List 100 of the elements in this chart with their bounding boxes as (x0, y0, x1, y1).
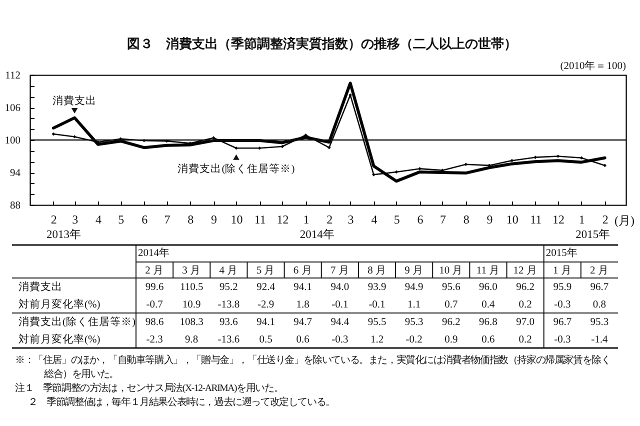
data-label: -0.3 (554, 334, 571, 346)
y-tick-label: 106 (4, 103, 20, 114)
data-label: 94.9 (404, 282, 424, 293)
data-label: 96.2 (442, 316, 460, 328)
text: (2010年＝100) (560, 60, 626, 72)
x-tick-label: 2 (50, 212, 57, 226)
data-label: 92.4 (256, 282, 276, 293)
x-tick-label: 10 月 (439, 264, 464, 276)
x-tick-label: 10 (506, 212, 518, 226)
data-label: -0.1 (332, 299, 348, 310)
x-axis-title: (月) (614, 214, 634, 228)
data-label: 95.5 (368, 316, 386, 328)
text: 2015年 (576, 228, 611, 241)
x-tick-label: 5 (118, 212, 124, 226)
x-tick-label: 5 (394, 212, 400, 226)
y-tick-label: 消費支出(除く住居等※) (18, 314, 136, 328)
data-label: 94.1 (294, 282, 312, 293)
x-tick-label: 4 (95, 212, 102, 226)
x-tick-label: 2 月 (590, 264, 609, 276)
data-label: 98.6 (145, 316, 164, 328)
x-tick-label: 1 (303, 212, 310, 226)
x-tick-label: 4 (371, 212, 378, 226)
data-label: -13.8 (218, 299, 240, 310)
data-label: 110.5 (180, 282, 204, 293)
data-label: 9.8 (185, 334, 198, 346)
x-tick-label: 12 (276, 212, 289, 226)
x-tick-label: 11 月 (476, 264, 500, 276)
data-label: 93.9 (368, 282, 386, 293)
data-label: 1.1 (408, 299, 421, 310)
x-tick-label: 6 (142, 212, 148, 226)
data-label: 0.7 (444, 299, 458, 310)
data-label: 0.8 (592, 299, 606, 310)
data-label: 96.7 (590, 282, 609, 293)
data-label: 96.8 (479, 316, 498, 328)
data-label: 94.4 (330, 316, 350, 328)
x-tick-label: 11 (530, 212, 542, 226)
text: ２ 季節調整値は，毎年１月結果公表時に，過去に遡って改定している。 (27, 396, 336, 410)
data-label: 93.6 (220, 316, 238, 328)
x-tick-label: 12 月 (513, 264, 538, 276)
data-label: 97.0 (516, 316, 534, 328)
data-label: 0.4 (482, 299, 496, 310)
data-label: 0.6 (482, 334, 495, 346)
data-label: -0.3 (332, 334, 348, 346)
y-tick-label: 消費支出 (18, 280, 62, 293)
x-tick-label: 7 (440, 212, 446, 226)
data-label: 99.6 (145, 282, 164, 293)
x-tick-label: 2 (602, 212, 608, 226)
x-tick-label: 8 (188, 212, 194, 226)
text: ※：「住居」のほか，「自動車等購入」，「贈与金」，「仕送り金」を除いている。また，実質化には消費者物価指数（持家の帰属家賃を除く総合）を用いた。 (14, 354, 612, 382)
x-tick-label: 6 (417, 212, 424, 226)
x-tick-label: 3 月 (182, 264, 202, 276)
x-tick-label: 1 月 (552, 264, 572, 276)
data-label: -2.9 (257, 299, 274, 310)
y-tick-label: 94 (10, 168, 22, 179)
data-label: 0.5 (259, 334, 272, 346)
y-tick-label: 対前月変化率(%) (18, 297, 101, 310)
data-label: 95.2 (220, 282, 238, 293)
y-tick-label: 100 (4, 136, 20, 146)
data-label: 0.2 (518, 299, 532, 310)
x-tick-label: 2 月 (145, 264, 164, 276)
series-label: 消費支出(除く住居等※) (178, 162, 296, 176)
x-tick-label: 5 月 (256, 264, 276, 276)
x-tick-label: 8 (463, 212, 470, 226)
data-label: 96.7 (553, 316, 572, 328)
data-label: 94.0 (330, 282, 350, 293)
data-label: 94.7 (294, 316, 312, 328)
x-tick-label: 7 (164, 212, 170, 226)
data-label: 95.9 (553, 282, 572, 293)
x-tick-label: 2 (326, 212, 333, 226)
text: 2014年 (300, 228, 335, 241)
y-tick-label: 112 (5, 70, 20, 82)
x-tick-label: 11 (254, 212, 266, 226)
x-tick-label: 3 (348, 212, 354, 226)
data-label: -0.3 (554, 299, 571, 310)
data-label: 10.9 (182, 299, 201, 310)
data-label: 94.1 (256, 316, 275, 328)
data-label: 96.0 (479, 282, 498, 293)
data-label: 0.9 (444, 334, 458, 346)
data-label: 95.3 (404, 316, 424, 328)
data-label: -0.2 (406, 334, 422, 346)
data-label: -13.6 (218, 334, 240, 346)
x-tick-label: 8 月 (368, 264, 386, 276)
x-tick-label: 7 月 (330, 264, 350, 276)
data-label: -1.4 (591, 334, 609, 346)
x-tick-label: 9 (486, 212, 493, 226)
y-tick-label: 対前月変化率(%) (18, 332, 101, 346)
chart-title: 図３ 消費支出（季節調整済実質指数）の推移（二人以上の世帯） (127, 36, 517, 51)
y-tick-label: 88 (10, 200, 20, 212)
text: 2015年 (546, 247, 578, 259)
x-tick-label: 3 (72, 212, 78, 226)
text: 注１ 季節調整の方法は，センサス局法(X-12-ARIMA)を用いた。 (14, 382, 284, 396)
data-label: 0.2 (518, 334, 532, 346)
text: 2014年 (138, 247, 170, 259)
data-label: 1.8 (296, 299, 310, 310)
data-label: 1.2 (370, 334, 384, 346)
x-tick-label: 12 (552, 212, 565, 226)
data-label: -2.3 (146, 334, 163, 346)
x-tick-label: 4 月 (219, 264, 238, 276)
data-label: 0.6 (296, 334, 310, 346)
x-tick-label: 9 (211, 212, 218, 226)
